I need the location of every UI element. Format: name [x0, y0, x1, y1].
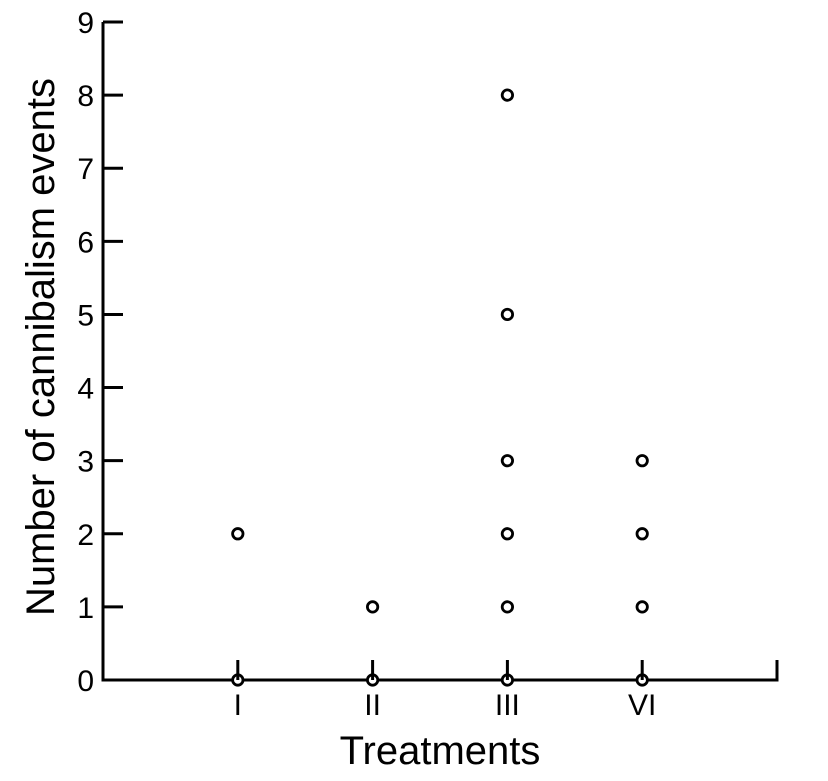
axes-layer [101, 20, 779, 682]
data-point [365, 600, 380, 614]
data-point [500, 527, 514, 541]
x-axis-title: Treatments [340, 729, 541, 773]
y-tick-label: 5 [77, 299, 94, 332]
x-tick-label: VI [628, 689, 656, 722]
y-axis-title: Number of cannibalism events [19, 78, 63, 616]
data-point [635, 454, 649, 468]
y-tick-label: 4 [77, 373, 94, 406]
data-point [635, 600, 649, 614]
y-tick-label: 3 [77, 446, 94, 479]
y-tick-labels-layer: 0 1 2 3 4 5 6 7 8 9 [77, 7, 94, 698]
y-tick-label: 1 [77, 592, 94, 625]
x-tick-label: III [495, 689, 520, 722]
x-tick-labels-layer: I II III VI [234, 689, 657, 722]
x-tick-label: I [234, 689, 242, 722]
data-point [500, 600, 514, 614]
y-tick-label: 9 [77, 7, 94, 40]
x-ticks-layer [236, 660, 779, 680]
y-tick-label: 8 [77, 80, 94, 113]
x-tick-label: II [364, 689, 381, 722]
y-tick-label: 0 [77, 665, 94, 698]
data-point [500, 307, 514, 322]
y-tick-label: 7 [77, 153, 94, 186]
data-point [500, 88, 514, 102]
data-point [635, 527, 649, 541]
data-point [500, 454, 514, 468]
data-points-layer [231, 88, 649, 687]
y-tick-label: 2 [77, 519, 94, 552]
data-point [231, 527, 245, 541]
y-tick-label: 6 [77, 226, 94, 259]
